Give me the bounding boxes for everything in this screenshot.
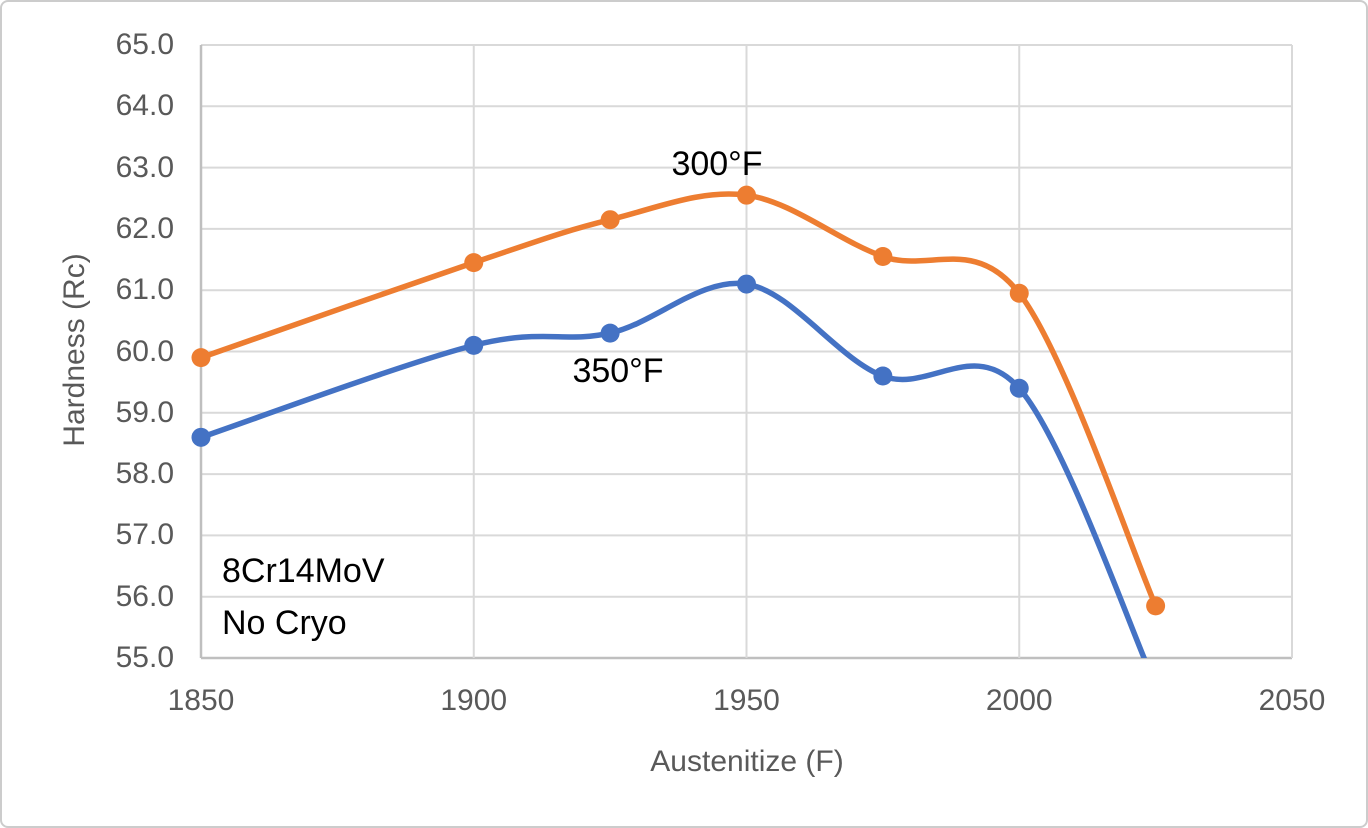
y-tick-label: 63.0 [115,150,174,184]
data-point-marker [464,335,484,355]
data-point-marker [737,274,756,294]
y-tick-label: 55.0 [115,641,174,674]
chart-note: 8Cr14MoV No Cryo [222,545,385,649]
data-point-marker [600,210,620,230]
series-line-300F [198,191,1159,609]
data-point-marker [191,427,211,447]
data-point-marker [464,253,484,273]
y-tick-label: 65.0 [115,28,174,61]
data-point-marker [1009,283,1029,303]
data-point-marker [737,185,756,205]
data-point-marker [873,246,893,266]
y-tick-label: 61.0 [115,273,174,307]
data-point-marker [600,323,620,343]
y-tick-label: 59.0 [115,395,174,429]
y-tick-label: 56.0 [115,579,174,613]
data-point-marker [191,348,211,368]
y-tick-label: 58.0 [115,457,174,491]
data-point-marker [873,366,893,386]
x-tick-label: 2000 [985,684,1053,717]
x-tick-label: 1950 [713,684,780,717]
treatment-label: No Cryo [222,604,347,642]
y-tick-label: 64.0 [115,89,174,123]
data-point-marker [1009,378,1029,398]
x-axis-title: Austenitize (F) [650,745,844,778]
data-point-marker [1146,596,1166,616]
series-line-350F [198,280,1147,658]
y-tick-label: 62.0 [115,211,174,245]
x-tick-label: 1850 [167,684,235,717]
steel-name-label: 8Cr14MoV [222,552,385,590]
y-tick-label: 60.0 [115,334,174,368]
x-tick-label: 2050 [1258,684,1326,717]
series-label-350f: 350°F [572,352,664,390]
series-label-300f: 300°F [671,145,763,183]
x-tick-label: 1900 [440,684,508,717]
y-tick-label: 57.0 [115,518,174,552]
